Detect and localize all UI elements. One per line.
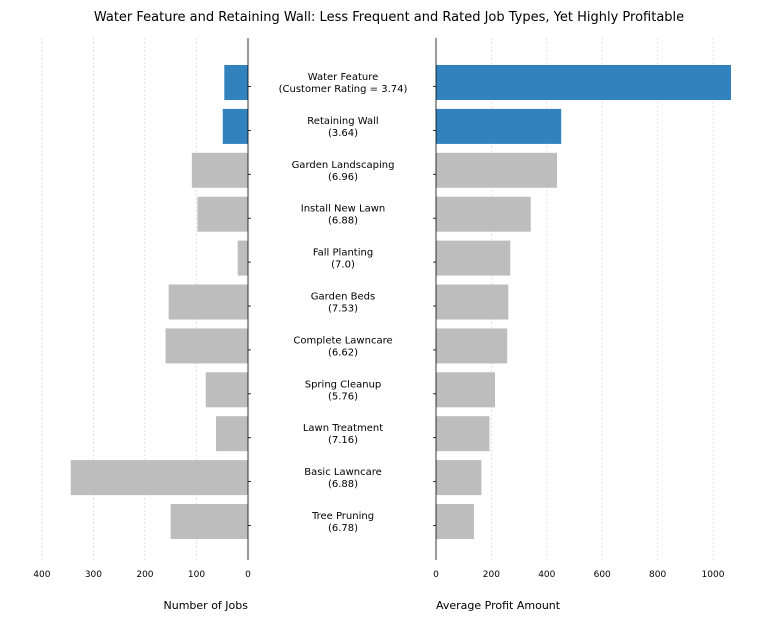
left-bar-water-feature — [224, 65, 248, 100]
category-label-complete-lawncare: Complete Lawncare (6.62) — [293, 335, 392, 358]
category-label-line: Water Feature — [308, 72, 379, 83]
category-label-garden-landscaping: Garden Landscaping (6.96) — [292, 160, 395, 183]
category-label-garden-beds: Garden Beds (7.53) — [311, 292, 375, 315]
right-bar-retaining-wall — [436, 108, 562, 144]
right-tick-label: 400 — [538, 570, 555, 580]
left-tick-label: 0 — [245, 570, 251, 580]
left-bar-spring-cleanup — [205, 372, 248, 408]
category-label-water-feature: Water Feature (Customer Rating = 3.74) — [279, 72, 408, 95]
category-label-fall-planting: Fall Planting (7.0) — [313, 248, 373, 271]
right-bar-garden-landscaping — [436, 152, 558, 188]
category-label-line: Tree Pruning — [311, 511, 374, 522]
left-panel-jobs: 400 300 200 100 0 Number of Jobs — [33, 38, 251, 612]
right-bar-complete-lawncare — [436, 328, 508, 364]
category-label-line: (7.53) — [328, 304, 358, 315]
right-bar-spring-cleanup — [436, 372, 496, 408]
left-bar-garden-landscaping — [191, 152, 248, 188]
category-label-line: (3.64) — [328, 128, 358, 139]
category-label-line: Garden Beds — [311, 292, 375, 303]
category-label-tree-pruning: Tree Pruning (6.78) — [311, 511, 374, 534]
left-bar-fall-planting — [237, 240, 248, 276]
left-tick-label: 200 — [136, 570, 153, 580]
left-bar-retaining-wall — [222, 108, 248, 144]
left-tick-label: 400 — [33, 570, 50, 580]
category-label-line: Fall Planting — [313, 248, 373, 259]
left-bar-garden-beds — [168, 284, 248, 320]
category-label-line: (6.62) — [328, 347, 358, 358]
right-panel-profit: 0 200 400 600 800 1000 Average Profit Amount — [433, 38, 732, 612]
category-label-line: Complete Lawncare — [293, 335, 392, 346]
category-label-line: Garden Landscaping — [292, 160, 395, 171]
left-tick-label: 300 — [85, 570, 102, 580]
right-tick-label: 600 — [594, 570, 611, 580]
category-label-lawn-treatment: Lawn Treatment (7.16) — [303, 423, 383, 446]
category-labels: Water Feature (Customer Rating = 3.74) Ret… — [279, 72, 408, 534]
category-label-line: (6.88) — [328, 216, 358, 227]
left-bar-complete-lawncare — [165, 328, 248, 364]
category-label-line: (7.0) — [331, 260, 355, 271]
chart-title: Water Feature and Retaining Wall: Less F… — [94, 10, 684, 25]
category-label-line: (Customer Rating = 3.74) — [279, 84, 408, 95]
right-tick-label: 1000 — [702, 570, 725, 580]
left-bar-basic-lawncare — [70, 460, 248, 496]
category-label-basic-lawncare: Basic Lawncare (6.88) — [304, 467, 382, 490]
right-bar-lawn-treatment — [436, 416, 490, 452]
right-tick-label: 0 — [433, 570, 439, 580]
right-bar-garden-beds — [436, 284, 509, 320]
left-tick-label: 100 — [188, 570, 205, 580]
right-tick-label: 200 — [483, 570, 500, 580]
category-label-line: Basic Lawncare — [304, 467, 382, 478]
right-bar-fall-planting — [436, 240, 511, 276]
category-label-install-new-lawn: Install New Lawn (6.88) — [301, 204, 386, 227]
category-label-spring-cleanup: Spring Cleanup (5.76) — [305, 379, 382, 402]
category-label-retaining-wall: Retaining Wall (3.64) — [307, 116, 378, 139]
left-axis-label: Number of Jobs — [164, 599, 249, 612]
category-label-line: Lawn Treatment — [303, 423, 383, 434]
category-label-line: Retaining Wall — [307, 116, 378, 127]
category-label-line: (6.88) — [328, 479, 358, 490]
left-bar-tree-pruning — [170, 504, 248, 539]
category-label-line: (5.76) — [328, 391, 358, 402]
right-bar-install-new-lawn — [436, 196, 531, 232]
right-bar-tree-pruning — [436, 504, 474, 539]
left-bar-install-new-lawn — [197, 196, 248, 232]
category-label-line: (6.96) — [328, 172, 358, 183]
right-bar-basic-lawncare — [436, 460, 482, 496]
right-tick-label: 800 — [649, 570, 666, 580]
right-axis-label: Average Profit Amount — [436, 599, 561, 612]
left-bar-lawn-treatment — [216, 416, 248, 452]
category-label-line: Spring Cleanup — [305, 379, 382, 390]
category-label-line: (6.78) — [328, 523, 358, 534]
right-bar-water-feature — [436, 65, 732, 100]
category-label-line: Install New Lawn — [301, 204, 386, 215]
category-label-line: (7.16) — [328, 435, 358, 446]
